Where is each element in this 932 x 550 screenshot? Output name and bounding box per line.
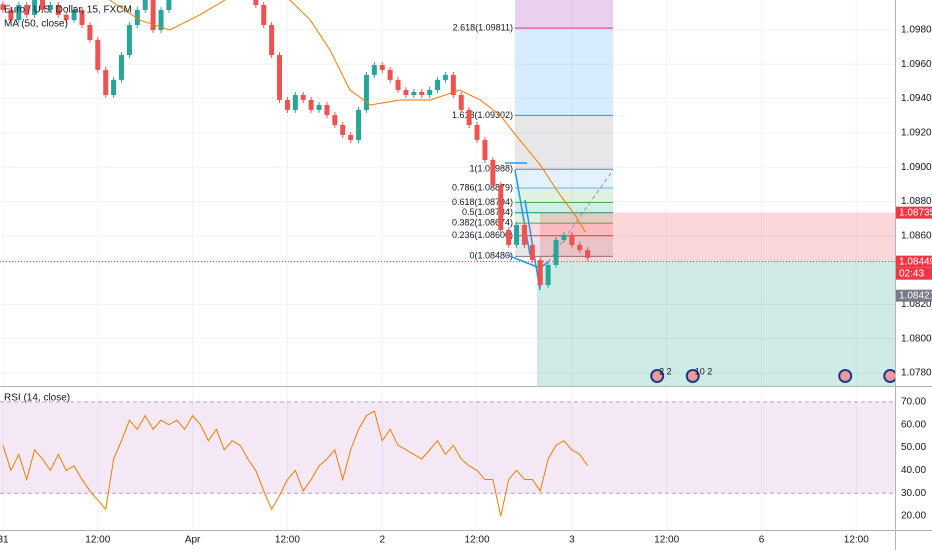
- y-tick-label: 1.08600: [901, 230, 932, 241]
- event-icon: [685, 369, 700, 383]
- fib-label: 0.236(1.08600): [452, 230, 513, 240]
- fib-label: 0.382(1.08674): [452, 217, 513, 227]
- price-tag: [896, 255, 932, 268]
- rsi-tick-label: 50.00: [901, 442, 926, 453]
- stop-zone: [540, 212, 895, 262]
- fib-zone: [515, 115, 613, 170]
- price-tag: [896, 289, 932, 302]
- price-tag-label: 1.08735: [899, 207, 932, 218]
- target-zone: [537, 261, 895, 386]
- x-tick-label: 3: [569, 535, 575, 546]
- price-tag-label: 02:43: [899, 268, 924, 279]
- y-tick-label: 1.08800: [901, 196, 932, 207]
- rsi-pane: [0, 388, 895, 530]
- y-tick-label: 1.09400: [901, 93, 932, 104]
- rsi-line: [2, 410, 589, 517]
- x-tick-label: 6: [759, 535, 765, 546]
- event-icon: [838, 369, 853, 383]
- price-tag: [896, 206, 932, 219]
- price-tag-label: 1.08449: [899, 256, 932, 267]
- y-tick-label: 1.09800: [901, 25, 932, 36]
- x-tick-label: 12:00: [654, 535, 679, 546]
- fib-label: 1.618(1.09302): [452, 110, 513, 120]
- price-tag: [896, 267, 932, 280]
- x-tick-label: 2: [379, 535, 385, 546]
- fib-label: 0.5(1.08734): [462, 207, 513, 217]
- drawing-line: [514, 169, 531, 256]
- event-icon: [650, 369, 665, 383]
- fib-label: 0(1.08480): [469, 251, 513, 261]
- rsi-tick-label: 70.00: [901, 397, 926, 408]
- rsi-tick-label: 40.00: [901, 465, 926, 476]
- x-tick-label: Apr: [185, 535, 201, 546]
- ma-line: [109, 0, 586, 233]
- y-tick-label: 1.09600: [901, 59, 932, 70]
- main-pane: 2.618(1.09811)1.618(1.09302)1(1.08988)0.…: [0, 0, 895, 386]
- fib-zone: [515, 187, 613, 203]
- rsi-band: [0, 401, 895, 494]
- rsi-tick-label: 20.00: [901, 511, 926, 522]
- axes: 31 12:00 Apr 12:00 2 12:00 3 12:00 6 12:00 1.09800…: [0, 25, 932, 546]
- ma-legend: MA (50, close): [4, 19, 68, 30]
- fib-top-zone: [515, 0, 613, 29]
- fib-zone: [515, 202, 613, 213]
- fib-zone: [515, 169, 613, 188]
- symbol-title: Euro / U.S. Dollar, 15, FXCM: [4, 5, 132, 16]
- fib-zone: [515, 223, 613, 236]
- rsi-tick-label: 60.00: [901, 419, 926, 430]
- x-tick-label: 12:00: [275, 535, 300, 546]
- rsi-legend: RSI (14, close): [4, 393, 70, 404]
- x-tick-label: 12:00: [465, 535, 490, 546]
- x-tick-label: 12:00: [844, 535, 869, 546]
- y-tick-label: 1.09000: [901, 162, 932, 173]
- x-tick-label: 31: [0, 535, 9, 546]
- event-label: 2 2: [659, 366, 672, 376]
- y-tick-label: 1.09200: [901, 128, 932, 139]
- event-icon: [883, 369, 895, 383]
- drawing-dashed: [547, 169, 614, 263]
- fib-label: 0.786(1.08879): [452, 182, 513, 192]
- fib-label: 0.618(1.08794): [452, 197, 513, 207]
- y-tick-label: 1.08000: [901, 333, 932, 344]
- price-tag-label: 1.08421: [899, 290, 932, 301]
- fib-zone: [515, 28, 613, 116]
- y-tick-label: 1.07800: [901, 368, 932, 379]
- fib-label: 2.618(1.09811): [453, 22, 513, 32]
- rsi-tick-label: 30.00: [901, 488, 926, 499]
- x-tick-label: 12:00: [85, 535, 110, 546]
- fib-zone: [515, 212, 613, 224]
- drawing-line: [506, 254, 541, 269]
- event-label: 10 2: [695, 366, 713, 376]
- y-tick-label: 1.08200: [901, 299, 932, 310]
